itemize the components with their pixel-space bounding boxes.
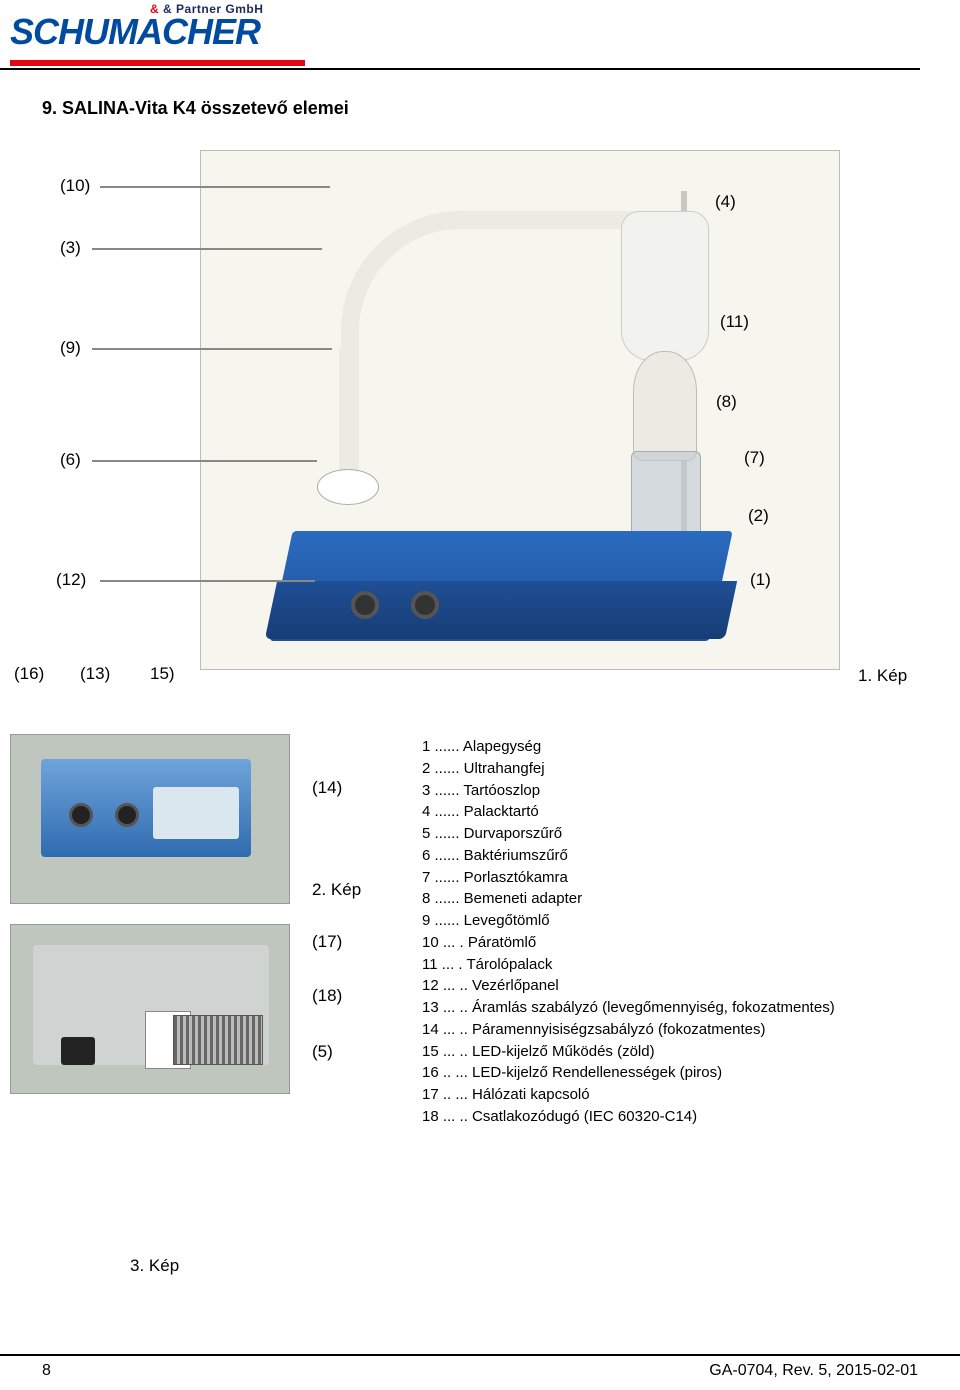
parts-list-item: 13 ... .. Áramlás szabályzó (levegőmenny… bbox=[422, 997, 942, 1019]
parts-list-item: 14 ... .. Páramennyisiségzsabályzó (foko… bbox=[422, 1019, 942, 1041]
panel-box bbox=[41, 759, 251, 857]
parts-list-item: 8 ...... Bemeneti adapter bbox=[422, 888, 942, 910]
device-tube-down bbox=[339, 349, 357, 479]
device-filter bbox=[317, 469, 379, 505]
logo-underline bbox=[10, 60, 305, 66]
parts-list-item: 3 ...... Tartóoszlop bbox=[422, 780, 942, 802]
figure-1-area: (10) (3) (9) (6) (12) (4) (11) (8) (7) (… bbox=[0, 130, 960, 690]
parts-list-item: 4 ...... Palacktartó bbox=[422, 801, 942, 823]
parts-list-item: 12 ... .. Vezérlőpanel bbox=[422, 975, 942, 997]
logo-main-text: SCHUMACHER bbox=[10, 16, 263, 48]
panel-label-area bbox=[153, 787, 239, 839]
callout-14: (14) bbox=[312, 778, 342, 798]
callout-12: (12) bbox=[56, 570, 86, 590]
panel-knob-2 bbox=[115, 803, 139, 827]
page-footer: 8 GA-0704, Rev. 5, 2015-02-01 bbox=[0, 1354, 960, 1380]
figure-3-image bbox=[10, 924, 290, 1094]
parts-list-item: 9 ...... Levegőtömlő bbox=[422, 910, 942, 932]
callout-7: (7) bbox=[744, 448, 765, 468]
parts-list-item: 15 ... .. LED-kijelző Működés (zöld) bbox=[422, 1041, 942, 1063]
callout-11: (11) bbox=[720, 312, 749, 332]
section-title: 9. SALINA-Vita K4 összetevő elemei bbox=[42, 98, 960, 119]
figure-1-image bbox=[200, 150, 840, 670]
footer-doc-id: GA-0704, Rev. 5, 2015-02-01 bbox=[709, 1362, 918, 1380]
callout-13: (13) bbox=[80, 664, 110, 684]
device-knob-2 bbox=[411, 591, 439, 619]
panel-knob-1 bbox=[69, 803, 93, 827]
power-inlet bbox=[61, 1037, 95, 1065]
device-knob-1 bbox=[351, 591, 379, 619]
callout-8: (8) bbox=[716, 392, 737, 412]
parts-list-item: 17 .. ... Hálózati kapcsoló bbox=[422, 1084, 942, 1106]
device-funnel bbox=[633, 351, 697, 461]
callout-5: (5) bbox=[312, 1042, 333, 1062]
parts-list: 1 ...... Alapegység 2 ...... Ultrahangfe… bbox=[422, 736, 942, 1128]
vent-grille bbox=[173, 1015, 263, 1065]
figure-2-image bbox=[10, 734, 290, 904]
leader-12 bbox=[100, 580, 315, 582]
callout-17: (17) bbox=[312, 932, 342, 952]
callout-1: (1) bbox=[750, 570, 771, 590]
callout-6: (6) bbox=[60, 450, 81, 470]
parts-list-item: 10 ... . Páratömlő bbox=[422, 932, 942, 954]
device-bottle-top bbox=[621, 211, 709, 361]
figure-1-caption: 1. Kép bbox=[858, 666, 907, 686]
callout-2: (2) bbox=[748, 506, 769, 526]
figure-2-caption: 2. Kép bbox=[312, 880, 361, 900]
callout-18: (18) bbox=[312, 986, 342, 1006]
parts-list-item: 2 ...... Ultrahangfej bbox=[422, 758, 942, 780]
callout-15: 15) bbox=[150, 664, 175, 684]
callout-9: (9) bbox=[60, 338, 81, 358]
figure-3-caption: 3. Kép bbox=[130, 1256, 179, 1276]
parts-list-item: 1 ...... Alapegység bbox=[422, 736, 942, 758]
parts-list-item: 6 ...... Baktériumszűrő bbox=[422, 845, 942, 867]
device-tube bbox=[341, 211, 641, 471]
page-header: & & Partner GmbH SCHUMACHER bbox=[0, 0, 920, 70]
page: & & Partner GmbH SCHUMACHER 9. SALINA-Vi… bbox=[0, 0, 960, 1390]
parts-list-item: 16 .. ... LED-kijelző Rendellenességek (… bbox=[422, 1062, 942, 1084]
lower-area: (14) 2. Kép (17) (18) (5) 1 ...... Alape… bbox=[0, 724, 960, 1284]
device-front bbox=[265, 581, 737, 639]
parts-list-item: 5 ...... Durvaporszűrő bbox=[422, 823, 942, 845]
leader-10 bbox=[100, 186, 330, 188]
footer-page-number: 8 bbox=[42, 1362, 51, 1380]
callout-4: (4) bbox=[715, 192, 736, 212]
back-box bbox=[33, 945, 269, 1065]
callout-3: (3) bbox=[60, 238, 81, 258]
leader-3 bbox=[92, 248, 322, 250]
logo: & & Partner GmbH SCHUMACHER bbox=[10, 2, 263, 48]
parts-list-item: 7 ...... Porlasztókamra bbox=[422, 867, 942, 889]
parts-list-item: 18 ... .. Csatlakozódugó (IEC 60320-C14) bbox=[422, 1106, 942, 1128]
leader-6 bbox=[92, 460, 317, 462]
parts-list-item: 11 ... . Tárolópalack bbox=[422, 954, 942, 976]
callout-16: (16) bbox=[14, 664, 44, 684]
callout-10: (10) bbox=[60, 176, 90, 196]
leader-9 bbox=[92, 348, 332, 350]
